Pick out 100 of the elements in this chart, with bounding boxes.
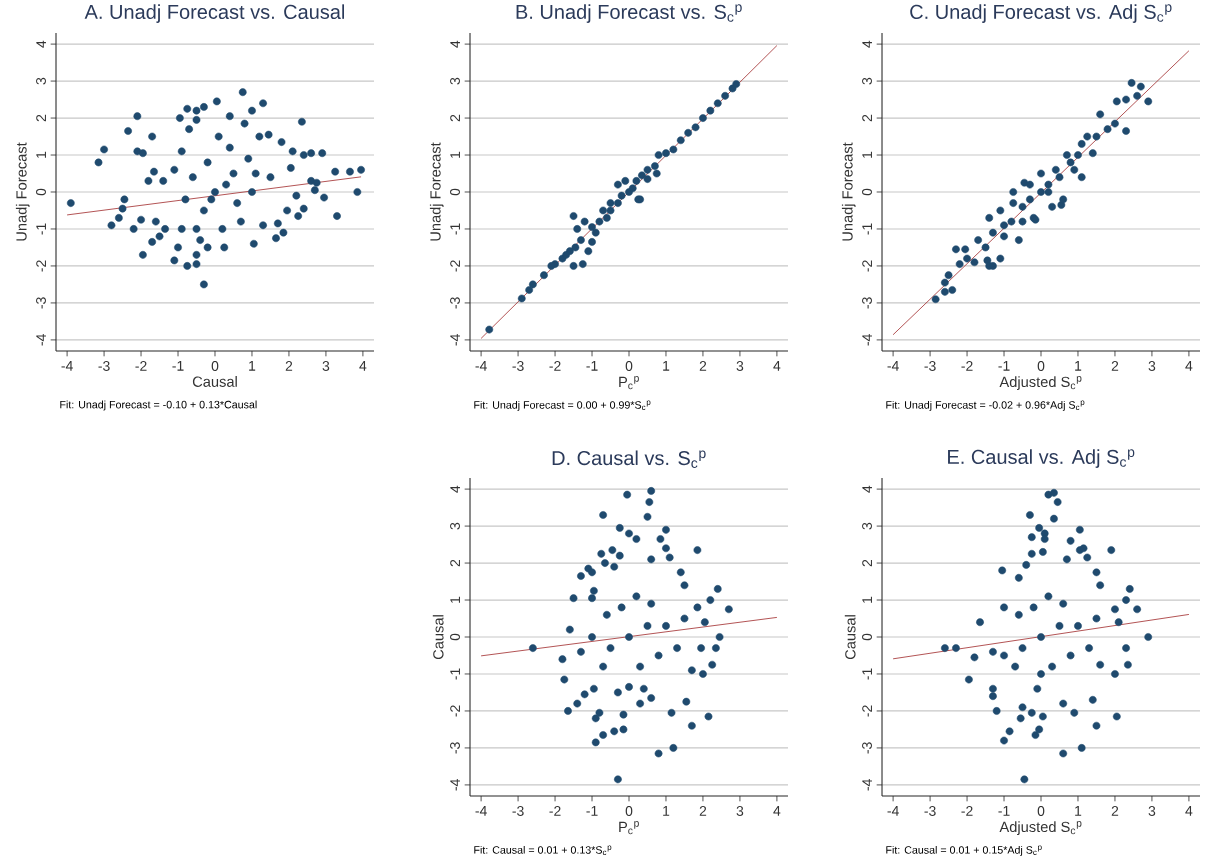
x-tick-label: -2 (135, 361, 147, 371)
y-tick-label: 1 (862, 596, 872, 603)
y-tick-label: 3 (862, 522, 872, 530)
x-tick-label: 0 (625, 361, 633, 371)
x-tick-label: 4 (1185, 806, 1193, 816)
y-tick-label: -3 (862, 297, 872, 309)
y-tick-label: 4 (450, 485, 460, 493)
y-tick-label: 4 (450, 40, 460, 48)
y-tick-label: -1 (862, 668, 872, 680)
y-tick-label: -2 (862, 705, 872, 717)
x-tick-label: -3 (512, 361, 524, 371)
y-tick-label: -3 (862, 742, 872, 754)
x-tick-label: 1 (1075, 806, 1082, 816)
x-tick-label: 2 (1111, 361, 1119, 371)
y-tick-label: -2 (862, 260, 872, 272)
x-tick-label: -4 (475, 361, 487, 371)
y-tick-label: -4 (450, 334, 460, 346)
x-tick-label: -3 (924, 361, 936, 371)
y-tick-label: -4 (862, 334, 872, 346)
x-tick-label: -1 (586, 806, 598, 816)
x-axis-title: P$_{c}$p (619, 376, 639, 390)
y-tick-label: 3 (450, 77, 460, 85)
y-tick-label: 1 (36, 151, 46, 158)
y-tick-label: 2 (862, 559, 872, 567)
x-tick-label: 2 (699, 806, 707, 816)
x-tick-label: 4 (773, 806, 781, 816)
x-tick-label: 0 (1037, 361, 1045, 371)
x-axis-title: Adjusted S$_{c}$p (999, 376, 1082, 390)
y-tick-label: 1 (450, 151, 460, 158)
x-tick-label: -1 (998, 361, 1010, 371)
x-tick-label: -4 (61, 361, 73, 371)
y-tick-label: 0 (450, 188, 460, 196)
y-tick-label: 2 (450, 114, 460, 122)
x-tick-label: 4 (359, 361, 367, 371)
x-tick-label: -2 (961, 806, 973, 816)
x-axis-title: P$_{c}$p (619, 821, 639, 835)
x-tick-label: -4 (887, 806, 899, 816)
y-tick-label: 3 (862, 77, 872, 85)
text: Fit: Unadj Forecast = 0.00 + 0.99*S$_{c}$p (474, 400, 651, 411)
y-tick-label: -4 (862, 779, 872, 791)
y-tick-label: 4 (862, 485, 872, 493)
text: Fit: Causal = 0.01 + 0.15*Adj S$_{c}$p (886, 845, 1042, 856)
y-tick-label: 1 (862, 151, 872, 158)
x-axis-title: Causal (192, 376, 237, 387)
x-tick-label: 1 (663, 361, 670, 371)
x-tick-label: 0 (211, 361, 219, 371)
y-tick-label: -1 (450, 223, 460, 235)
chart-title: D. Causal vs. S$_{c}$p (552, 450, 706, 468)
y-tick-label: -1 (36, 223, 46, 235)
y-tick-label: -2 (450, 705, 460, 717)
x-tick-label: 3 (1148, 806, 1156, 816)
y-tick-label: 2 (450, 559, 460, 567)
x-tick-label: 3 (322, 361, 330, 371)
y-tick-label: 4 (862, 40, 872, 48)
x-tick-label: 2 (285, 361, 293, 371)
chart-title: C. Unadj Forecast vs. Adj S$_{c}$p (910, 4, 1172, 23)
y-tick-label: -1 (450, 668, 460, 680)
y-tick-label: -3 (36, 297, 46, 309)
y-tick-label: -4 (36, 334, 46, 346)
x-tick-label: 1 (663, 806, 670, 816)
y-tick-label: 4 (36, 40, 46, 48)
y-axis-title: Unadj Forecast (15, 142, 30, 241)
y-axis-title: Unadj Forecast (841, 142, 856, 241)
x-tick-label: 1 (249, 361, 256, 371)
x-tick-label: 3 (1148, 361, 1156, 371)
x-tick-label: -3 (924, 806, 936, 816)
y-tick-label: -3 (450, 297, 460, 309)
x-tick-label: -2 (549, 806, 561, 816)
y-tick-label: 3 (450, 522, 460, 530)
y-tick-label: -2 (36, 260, 46, 272)
chart-title: B. Unadj Forecast vs. S$_{c}$p (516, 4, 742, 23)
y-axis-title: Unadj Forecast (429, 142, 444, 241)
y-tick-label: 2 (36, 114, 46, 122)
x-tick-label: -2 (961, 361, 973, 371)
y-tick-label: -1 (862, 223, 872, 235)
y-tick-label: 1 (450, 596, 460, 603)
y-tick-label: 2 (862, 114, 872, 122)
text: Fit: Causal = 0.01 + 0.13*S$_{c}$p (474, 845, 612, 856)
text: Fit: Unadj Forecast = -0.02 + 0.96*Adj S$_{c}$p (886, 400, 1085, 411)
y-tick-label: -4 (450, 779, 460, 791)
y-tick-label: 0 (36, 188, 46, 196)
x-tick-label: 3 (736, 361, 744, 371)
y-tick-label: 0 (862, 188, 872, 196)
x-tick-label: 0 (1037, 806, 1045, 816)
x-tick-label: -4 (887, 361, 899, 371)
x-tick-label: -1 (998, 806, 1010, 816)
x-tick-label: -4 (475, 806, 487, 816)
x-tick-label: -1 (586, 361, 598, 371)
x-tick-label: -1 (172, 361, 184, 371)
chart-title: E. Causal vs. Adj S$_{c}$p (948, 449, 1135, 468)
x-tick-label: -2 (549, 361, 561, 371)
y-tick-label: 3 (36, 77, 46, 85)
x-tick-label: 1 (1075, 361, 1082, 371)
y-axis-title: Causal (844, 615, 856, 660)
y-tick-label: 0 (862, 633, 872, 641)
y-tick-label: -2 (450, 260, 460, 272)
x-tick-label: 3 (736, 806, 744, 816)
y-tick-label: 0 (450, 633, 460, 641)
chart-title: A. Unadj Forecast vs. Causal (84, 4, 345, 23)
y-tick-label: -3 (450, 742, 460, 754)
